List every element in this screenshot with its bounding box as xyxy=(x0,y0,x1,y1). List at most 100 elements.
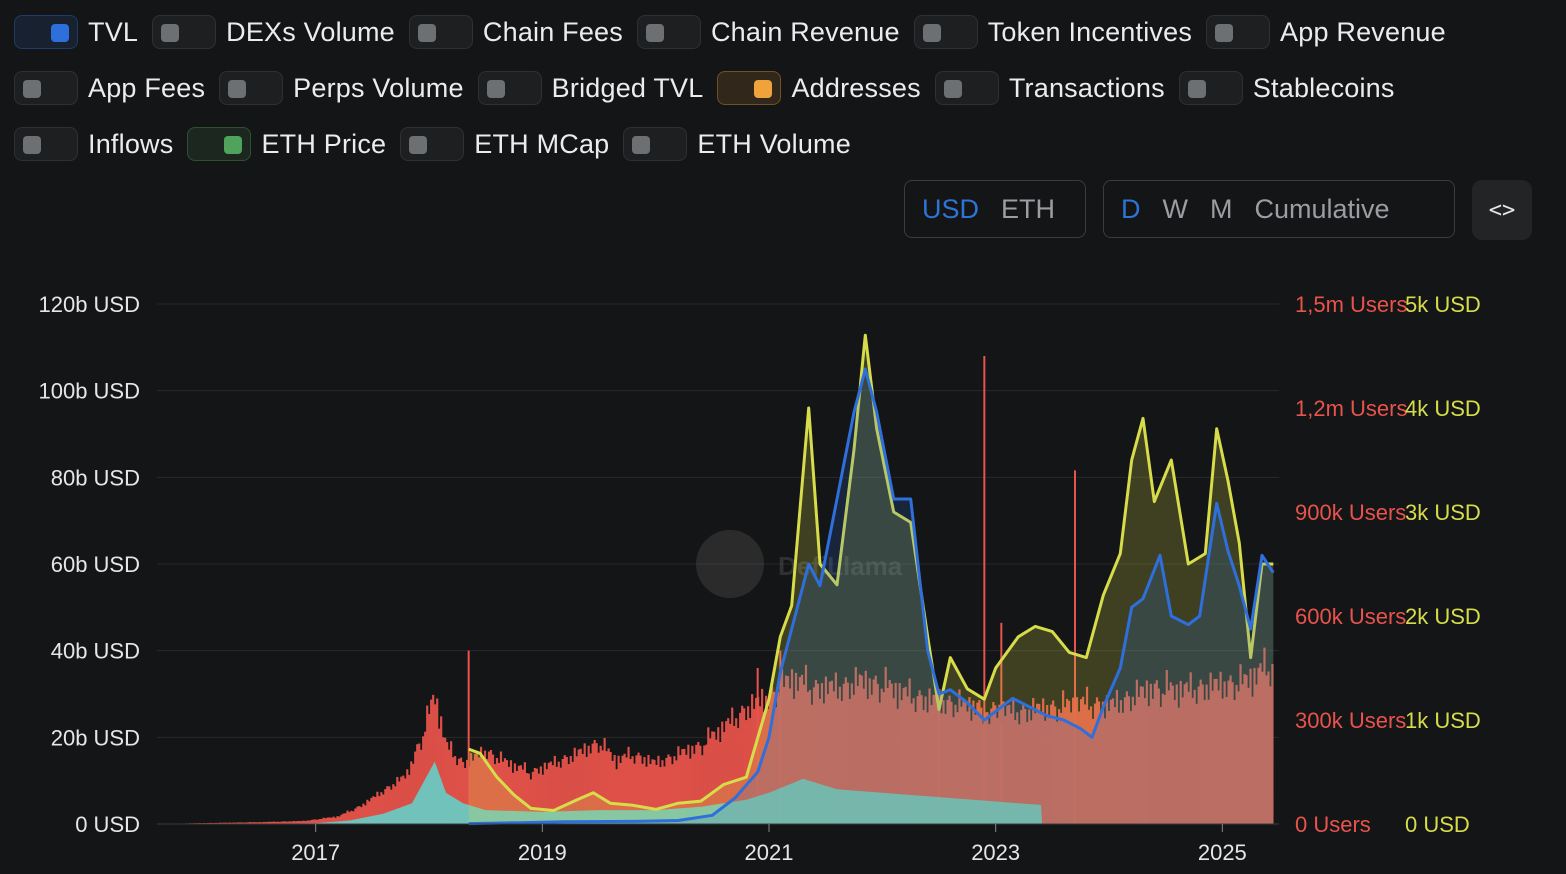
toggle-switch[interactable] xyxy=(152,15,217,49)
addresses-bar xyxy=(956,712,959,824)
addresses-bar xyxy=(1251,696,1254,824)
addresses-bar xyxy=(665,757,668,824)
addresses-bar xyxy=(1201,684,1204,824)
toggle-addresses[interactable]: Addresses xyxy=(717,71,921,105)
denomination-eth-button[interactable]: ETH xyxy=(990,181,1066,237)
price-axis-tick-label: 3k USD xyxy=(1405,500,1481,525)
addresses-bar xyxy=(547,762,550,824)
period-monthly-button[interactable]: M xyxy=(1199,181,1244,237)
toggle-perps-volume[interactable]: Perps Volume xyxy=(219,71,464,105)
toggle-eth-mcap[interactable]: ETH MCap xyxy=(400,127,609,161)
addresses-bar xyxy=(1159,706,1162,824)
addresses-bar xyxy=(1069,712,1073,824)
addresses-bar xyxy=(555,766,558,824)
toggle-app-revenue[interactable]: App Revenue xyxy=(1206,15,1446,49)
addresses-bar xyxy=(593,739,596,824)
addresses-bar xyxy=(874,675,877,824)
denomination-usd-button[interactable]: USD xyxy=(911,181,990,237)
toggle-switch[interactable] xyxy=(14,127,78,161)
toggle-switch[interactable] xyxy=(1206,15,1271,49)
addresses-bar xyxy=(1034,713,1037,824)
addresses-bar xyxy=(477,757,481,824)
addresses-bar xyxy=(374,797,377,824)
addresses-bar xyxy=(1117,712,1121,824)
toggle-eth-price[interactable]: ETH Price xyxy=(187,127,386,161)
toggle-transactions[interactable]: Transactions xyxy=(934,71,1165,105)
addresses-bar xyxy=(424,731,427,824)
addresses-bar xyxy=(1255,684,1258,824)
addresses-bar xyxy=(1046,704,1049,824)
toggle-switch[interactable] xyxy=(913,15,978,49)
addresses-bar xyxy=(1071,697,1075,824)
addresses-bar xyxy=(796,690,800,824)
toggle-switch[interactable] xyxy=(1178,71,1243,105)
toggle-eth-volume[interactable]: ETH Volume xyxy=(623,127,851,161)
addresses-bar xyxy=(848,698,851,824)
addresses-bar xyxy=(693,753,696,824)
addresses-bar xyxy=(830,680,833,824)
toggle-switch[interactable] xyxy=(636,15,701,49)
addresses-bar xyxy=(507,766,511,824)
addresses-bar xyxy=(860,675,863,824)
period-daily-button[interactable]: D xyxy=(1110,181,1152,237)
addresses-bar xyxy=(372,796,375,824)
toggle-token-incentives[interactable]: Token Incentives xyxy=(913,15,1192,49)
period-cumulative-button[interactable]: Cumulative xyxy=(1243,181,1400,237)
addresses-bar xyxy=(1135,679,1138,824)
addresses-bar xyxy=(344,813,347,824)
toggle-switch[interactable] xyxy=(717,71,782,105)
toggle-switch[interactable] xyxy=(934,71,999,105)
toggle-switch[interactable] xyxy=(623,127,688,161)
left-axis-tick-label: 20b USD xyxy=(51,725,140,750)
eth_price-line xyxy=(468,333,1274,812)
toggle-switch[interactable] xyxy=(187,127,252,161)
addresses-bar xyxy=(206,822,210,824)
toggle-switch[interactable] xyxy=(14,15,78,49)
toggle-stablecoins[interactable]: Stablecoins xyxy=(1178,71,1395,105)
x-axis-tick-label: 2017 xyxy=(291,840,340,865)
addresses-bar xyxy=(1185,682,1188,824)
toggle-label: ETH MCap xyxy=(474,128,610,159)
addresses-bar xyxy=(870,694,873,824)
toggle-switch[interactable] xyxy=(477,71,542,105)
toggle-bridged-tvl[interactable]: Bridged TVL xyxy=(477,71,704,105)
addresses-bar xyxy=(248,822,251,824)
addresses-bar xyxy=(591,743,594,824)
addresses-bar xyxy=(954,704,957,824)
addresses-bar xyxy=(914,712,917,824)
addresses-bar xyxy=(1044,720,1047,824)
period-weekly-button[interactable]: W xyxy=(1152,181,1199,237)
toggle-chain-fees[interactable]: Chain Fees xyxy=(408,15,623,49)
addresses-bar xyxy=(394,786,397,824)
toggle-switch[interactable] xyxy=(14,71,78,105)
toggle-dexs-volume[interactable]: DEXs Volume xyxy=(152,15,395,49)
toggle-switch[interactable] xyxy=(400,127,465,161)
toggle-switch[interactable] xyxy=(219,71,284,105)
toggle-inflows[interactable]: Inflows xyxy=(14,127,173,161)
addresses-bar xyxy=(1016,712,1019,824)
addresses-bar xyxy=(1054,706,1057,824)
addresses-bar xyxy=(320,819,323,824)
addresses-bar xyxy=(930,705,933,824)
toggle-knob xyxy=(51,24,69,42)
toggle-tvl[interactable]: TVL xyxy=(14,15,138,49)
addresses-bar xyxy=(561,758,564,824)
addresses-bar xyxy=(1048,717,1051,824)
toggle-switch[interactable] xyxy=(408,15,473,49)
addresses-bar xyxy=(262,821,265,824)
addresses-bar xyxy=(489,750,493,824)
addresses-bar xyxy=(641,763,644,824)
code-icon[interactable]: <> xyxy=(1472,180,1532,240)
addresses-bar xyxy=(328,817,331,824)
addresses-bar xyxy=(338,816,341,824)
addresses-bar xyxy=(322,817,325,824)
toggle-app-fees[interactable]: App Fees xyxy=(14,71,205,105)
addresses-bar xyxy=(499,751,503,824)
toggle-label: Bridged TVL xyxy=(551,72,704,103)
addresses-bar xyxy=(240,822,243,824)
addresses-bar xyxy=(1253,667,1256,824)
addresses-bar xyxy=(250,822,253,824)
toggle-chain-revenue[interactable]: Chain Revenue xyxy=(636,15,900,49)
addresses-bar xyxy=(551,765,554,824)
